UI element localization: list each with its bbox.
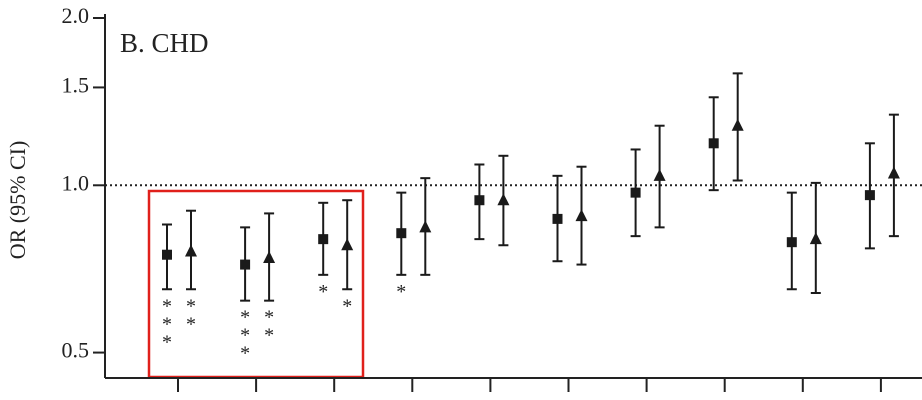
point-triangle — [263, 250, 276, 263]
point-square — [474, 195, 485, 206]
chart-title: B. CHD — [120, 28, 209, 58]
significance-label: * — [312, 281, 334, 299]
significance-label: * — [390, 281, 412, 299]
significance-label: *** — [156, 295, 178, 349]
point-triangle — [497, 193, 510, 206]
point-square — [396, 228, 407, 239]
point-triangle — [341, 238, 354, 251]
point-triangle — [653, 168, 666, 181]
point-square — [708, 138, 719, 149]
point-triangle — [731, 118, 744, 131]
point-triangle — [419, 220, 432, 233]
point-square — [786, 237, 797, 248]
significance-label: ** — [258, 307, 280, 343]
y-axis-label: OR (95% CI) — [5, 141, 30, 260]
y-tick-label: 1.5 — [62, 72, 90, 97]
point-triangle — [887, 166, 900, 179]
significance-label: *** — [234, 307, 256, 361]
point-triangle — [809, 232, 822, 245]
y-tick-label: 2.0 — [62, 3, 90, 28]
significance-label: * — [336, 295, 358, 313]
point-square — [630, 187, 641, 198]
point-square — [240, 259, 251, 270]
point-square — [864, 190, 875, 201]
point-triangle — [575, 209, 588, 222]
point-square — [318, 234, 329, 245]
point-square — [552, 213, 563, 224]
point-square — [162, 249, 172, 260]
point-triangle — [185, 244, 197, 257]
significance-label: ** — [180, 295, 202, 331]
y-tick-label: 1.0 — [62, 170, 90, 195]
y-tick-label: 0.5 — [62, 338, 90, 363]
